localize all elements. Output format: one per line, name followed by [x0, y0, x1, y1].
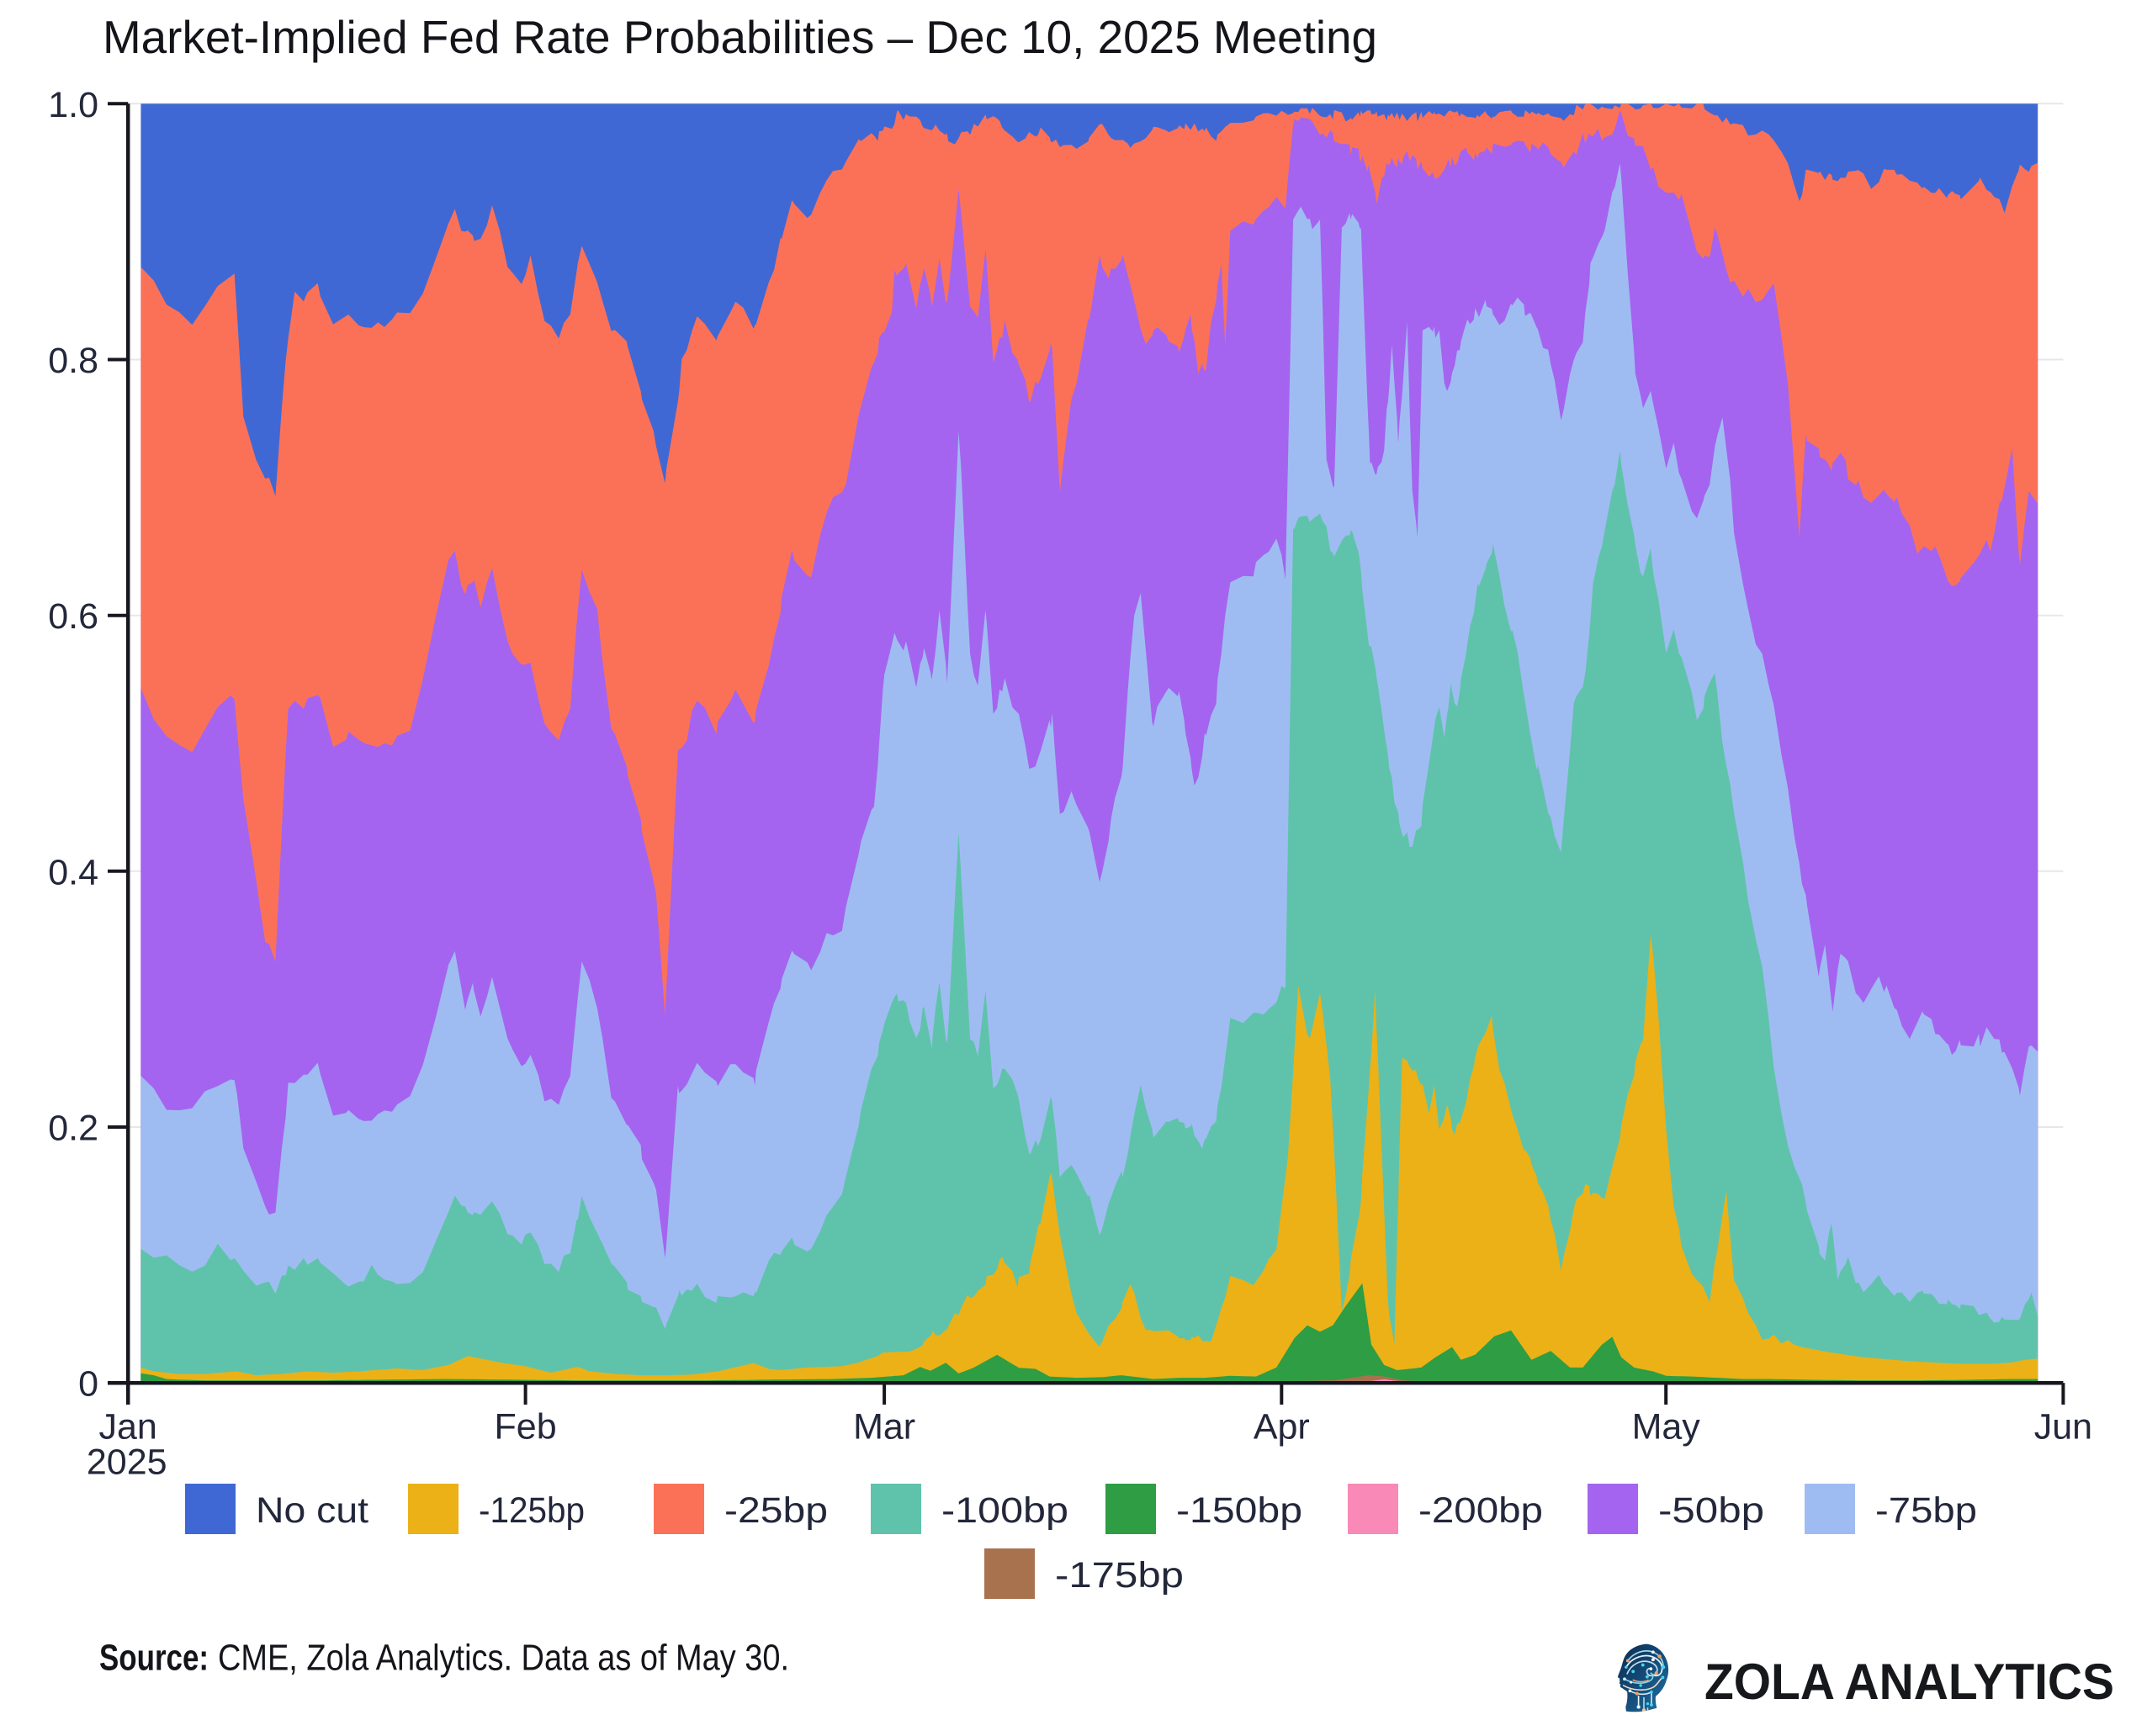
- svg-text:-175bp: -175bp: [1055, 1555, 1184, 1596]
- svg-text:2025: 2025: [87, 1442, 167, 1483]
- svg-text:May: May: [1632, 1407, 1701, 1448]
- svg-text:Mar: Mar: [853, 1407, 915, 1448]
- svg-text:Source:: Source:: [99, 1638, 209, 1679]
- svg-text:CME, Zola Analytics. Data as o: CME, Zola Analytics. Data as of May 30.: [218, 1638, 789, 1679]
- svg-text:Jun: Jun: [2034, 1407, 2092, 1448]
- svg-text:0.2: 0.2: [48, 1109, 98, 1149]
- svg-text:-125bp: -125bp: [479, 1490, 585, 1531]
- svg-text:-150bp: -150bp: [1176, 1490, 1302, 1531]
- svg-text:No cut: No cut: [256, 1490, 368, 1531]
- svg-text:ZOLA ANALYTICS: ZOLA ANALYTICS: [1704, 1654, 2114, 1710]
- svg-text:-25bp: -25bp: [724, 1490, 828, 1531]
- svg-text:0.6: 0.6: [48, 596, 98, 637]
- svg-text:Feb: Feb: [495, 1407, 557, 1448]
- svg-text:-50bp: -50bp: [1658, 1490, 1764, 1531]
- svg-text:0.8: 0.8: [48, 341, 98, 381]
- svg-text:Market-Implied Fed Rate Probab: Market-Implied Fed Rate Probabilities – …: [103, 11, 1377, 63]
- svg-text:-100bp: -100bp: [941, 1490, 1068, 1531]
- svg-text:-200bp: -200bp: [1418, 1490, 1543, 1531]
- svg-text:Jan: Jan: [99, 1407, 157, 1448]
- svg-text:0.4: 0.4: [48, 852, 98, 892]
- svg-text:0: 0: [78, 1364, 98, 1405]
- svg-text:1.0: 1.0: [48, 85, 98, 125]
- svg-text:Apr: Apr: [1254, 1407, 1310, 1448]
- svg-text:-75bp: -75bp: [1875, 1490, 1977, 1531]
